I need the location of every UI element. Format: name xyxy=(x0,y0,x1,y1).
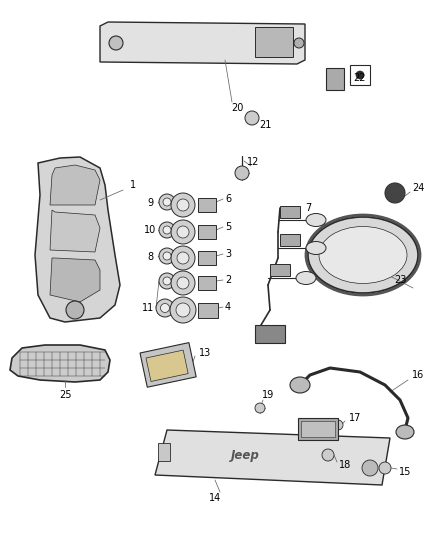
Text: 21: 21 xyxy=(259,120,271,130)
Polygon shape xyxy=(50,165,100,205)
Circle shape xyxy=(176,303,190,317)
Bar xyxy=(350,65,370,85)
Circle shape xyxy=(177,199,189,211)
Circle shape xyxy=(362,460,378,476)
Polygon shape xyxy=(35,157,120,322)
Bar xyxy=(280,234,300,246)
Text: 17: 17 xyxy=(349,413,361,423)
Bar xyxy=(146,350,188,382)
Ellipse shape xyxy=(306,214,326,227)
Circle shape xyxy=(255,403,265,413)
Bar xyxy=(301,421,335,437)
Circle shape xyxy=(171,271,195,295)
Circle shape xyxy=(235,166,249,180)
Ellipse shape xyxy=(290,377,310,393)
Ellipse shape xyxy=(308,217,418,293)
Circle shape xyxy=(163,252,171,260)
Text: 19: 19 xyxy=(262,390,274,400)
Circle shape xyxy=(333,420,343,430)
Text: 25: 25 xyxy=(59,390,71,400)
Text: 24: 24 xyxy=(412,183,424,193)
Circle shape xyxy=(66,301,84,319)
Circle shape xyxy=(163,226,171,234)
Ellipse shape xyxy=(319,227,407,284)
Bar xyxy=(140,343,196,387)
Circle shape xyxy=(171,220,195,244)
Polygon shape xyxy=(50,210,100,252)
Ellipse shape xyxy=(306,241,326,254)
Text: 15: 15 xyxy=(399,467,411,477)
Ellipse shape xyxy=(296,271,316,285)
Circle shape xyxy=(294,38,304,48)
Text: 18: 18 xyxy=(339,460,351,470)
Bar xyxy=(198,276,216,290)
Text: 1: 1 xyxy=(130,180,136,190)
Bar xyxy=(255,27,293,57)
Text: 20: 20 xyxy=(231,103,243,113)
Text: 3: 3 xyxy=(225,249,231,259)
Text: 8: 8 xyxy=(147,252,153,262)
Text: 10: 10 xyxy=(144,225,156,235)
Circle shape xyxy=(109,36,123,50)
Circle shape xyxy=(159,248,175,264)
Bar xyxy=(198,251,216,265)
Circle shape xyxy=(163,198,171,206)
Text: 23: 23 xyxy=(394,275,406,285)
Bar xyxy=(280,206,300,218)
Text: 12: 12 xyxy=(247,157,259,167)
Text: 22: 22 xyxy=(354,73,366,83)
Circle shape xyxy=(163,277,171,285)
Bar xyxy=(198,303,218,318)
Bar xyxy=(198,198,216,212)
Text: 6: 6 xyxy=(225,194,231,204)
Circle shape xyxy=(171,193,195,217)
Bar xyxy=(270,264,290,276)
Text: 5: 5 xyxy=(225,222,231,232)
Circle shape xyxy=(322,449,334,461)
Text: 4: 4 xyxy=(225,302,231,312)
Bar xyxy=(158,443,170,461)
Circle shape xyxy=(160,303,170,312)
Text: 11: 11 xyxy=(142,303,154,313)
Text: 14: 14 xyxy=(209,493,221,503)
Circle shape xyxy=(159,194,175,210)
Circle shape xyxy=(170,297,196,323)
Bar xyxy=(198,225,216,239)
Circle shape xyxy=(156,299,174,317)
Bar xyxy=(326,68,344,90)
Polygon shape xyxy=(155,430,390,485)
Text: 9: 9 xyxy=(147,198,153,208)
Text: 7: 7 xyxy=(305,203,311,213)
Polygon shape xyxy=(50,258,100,302)
Ellipse shape xyxy=(396,425,414,439)
Circle shape xyxy=(159,273,175,289)
Text: 13: 13 xyxy=(199,348,211,358)
Circle shape xyxy=(385,183,405,203)
Text: 2: 2 xyxy=(225,275,231,285)
Circle shape xyxy=(177,252,189,264)
Circle shape xyxy=(177,277,189,289)
Polygon shape xyxy=(100,22,305,64)
Polygon shape xyxy=(10,345,110,382)
Text: Jeep: Jeep xyxy=(231,448,259,462)
Bar xyxy=(255,325,285,343)
Bar xyxy=(298,418,338,440)
Circle shape xyxy=(159,222,175,238)
Circle shape xyxy=(356,71,364,79)
Circle shape xyxy=(379,462,391,474)
Circle shape xyxy=(177,226,189,238)
Circle shape xyxy=(171,246,195,270)
Text: 16: 16 xyxy=(412,370,424,380)
Circle shape xyxy=(245,111,259,125)
